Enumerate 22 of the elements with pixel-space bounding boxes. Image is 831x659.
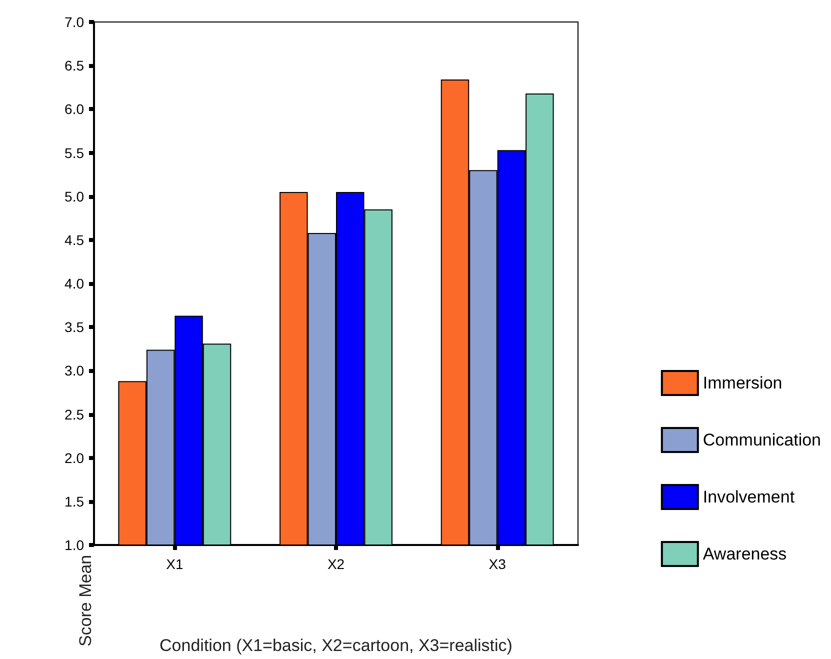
y-axis-title: Score Mean <box>76 554 95 647</box>
y-tick-label: 4.0 <box>64 276 84 292</box>
y-tick-label: 5.0 <box>64 188 84 204</box>
y-tick-label: 6.0 <box>64 101 84 118</box>
y-tick-label: 4.5 <box>64 232 84 248</box>
y-tick-label: 6.5 <box>64 58 84 74</box>
y-tick-label: 7.0 <box>64 14 84 30</box>
x-axis-title: Condition (X1=basic, X2=cartoon, X3=realistic) <box>160 636 512 655</box>
legend-label: Involvement <box>702 488 795 506</box>
y-tick-label: 2.5 <box>64 406 84 422</box>
legend-label: Immersion <box>702 374 782 392</box>
y-tick-label: 2.0 <box>64 450 84 466</box>
x-tick-label: X2 <box>327 556 345 572</box>
y-tick-label: 1.5 <box>64 493 84 510</box>
x-tick-label: X3 <box>488 556 506 572</box>
y-tick-label: 5.5 <box>64 144 84 161</box>
y-tick-label: 3.5 <box>64 319 84 336</box>
legend-label: Awareness <box>702 544 787 564</box>
y-tick-label: 1.0 <box>64 537 84 553</box>
x-tick-label: X1 <box>166 556 184 572</box>
y-tick-label: 3.0 <box>64 362 84 379</box>
legend-label: Communication <box>702 430 822 450</box>
